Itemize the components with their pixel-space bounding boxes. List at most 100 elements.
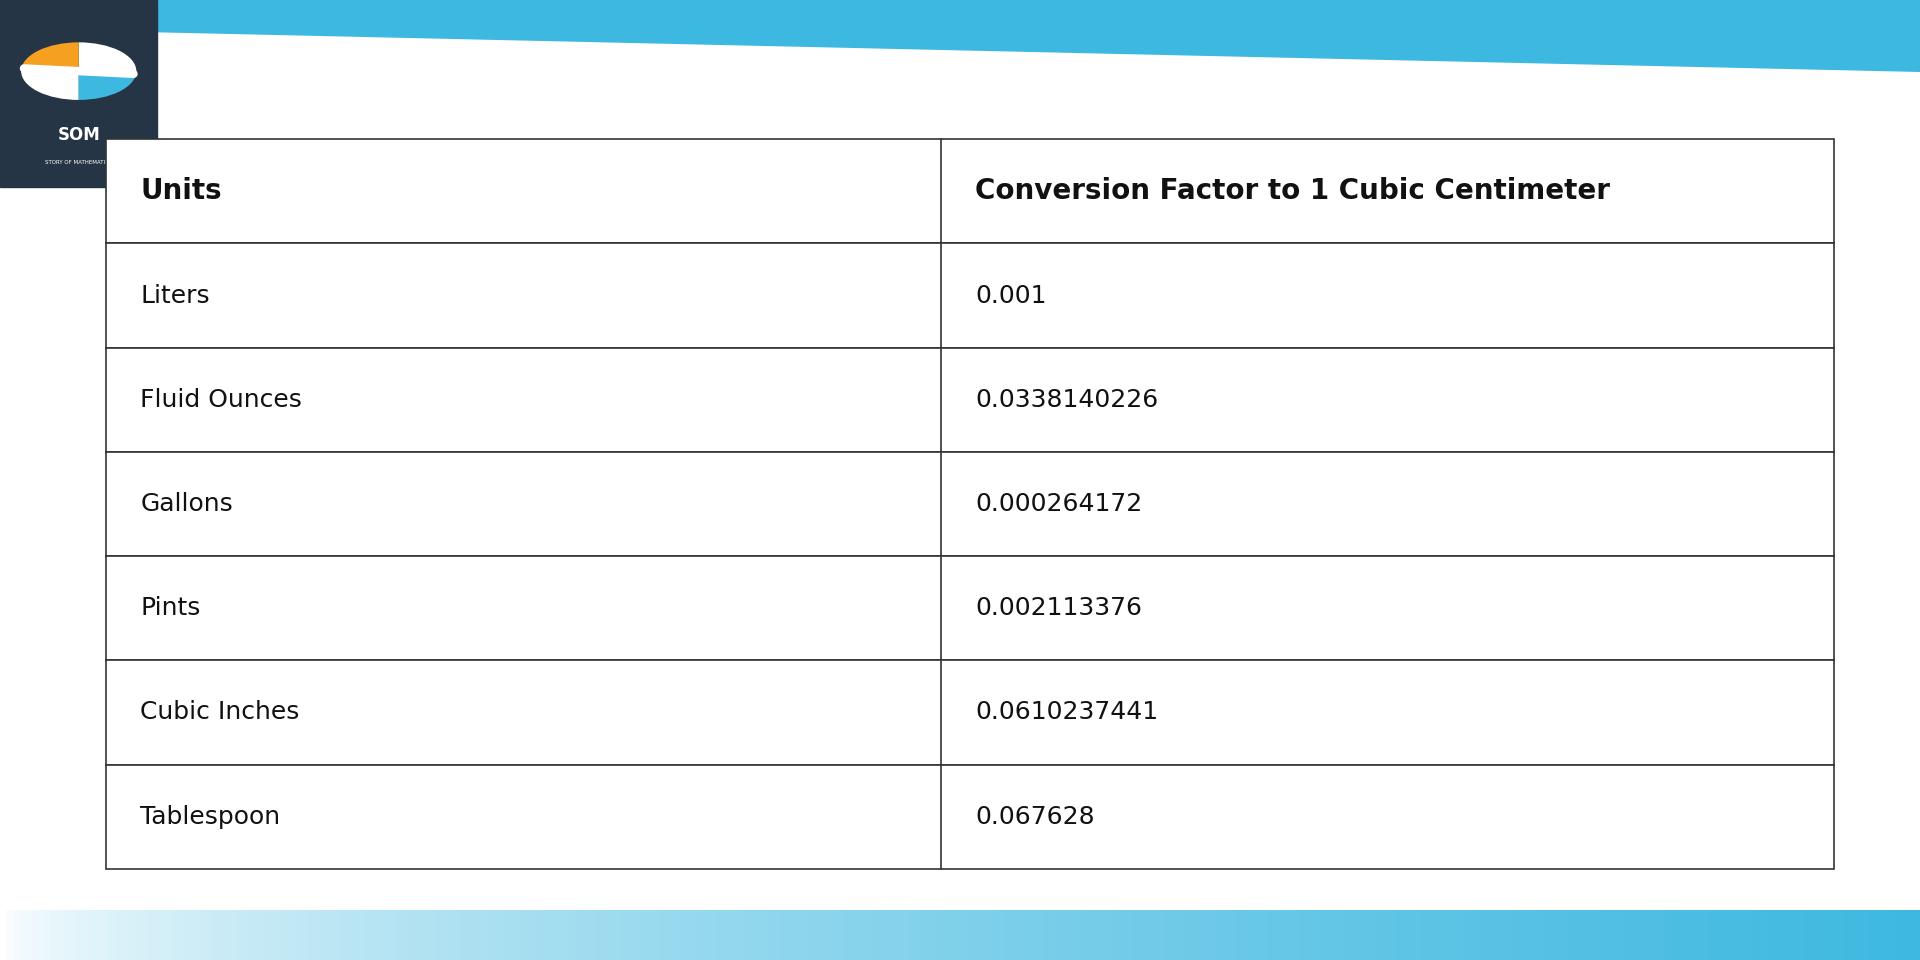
Bar (474, 910, 480, 960)
Bar (1478, 910, 1484, 960)
FancyArrowPatch shape (23, 68, 134, 74)
Bar (883, 910, 889, 960)
Bar (697, 910, 705, 960)
Bar (954, 910, 960, 960)
Bar (1684, 910, 1690, 960)
Bar (1722, 910, 1728, 960)
Bar (1089, 910, 1094, 960)
Bar (979, 910, 985, 960)
Bar (839, 910, 845, 960)
Bar (908, 910, 916, 960)
Bar (436, 910, 442, 960)
Bar (1056, 910, 1062, 960)
Bar (672, 910, 678, 960)
Bar (518, 910, 524, 960)
Bar (326, 910, 332, 960)
Bar (666, 910, 672, 960)
Bar (1254, 910, 1261, 960)
Bar (1119, 910, 1127, 960)
Bar (225, 910, 230, 960)
Bar (1190, 910, 1196, 960)
Bar (716, 910, 724, 960)
Bar (1473, 910, 1478, 960)
Bar (1786, 910, 1791, 960)
Bar (845, 910, 851, 960)
Bar (1580, 910, 1588, 960)
Bar (609, 910, 614, 960)
Bar (1037, 910, 1043, 960)
Bar (916, 910, 922, 960)
Bar (159, 910, 167, 960)
Bar (38, 910, 44, 960)
Bar (1139, 910, 1146, 960)
Bar (1651, 910, 1657, 960)
Bar (1645, 910, 1651, 960)
Bar (1311, 910, 1319, 960)
Bar (275, 910, 282, 960)
Bar (1895, 910, 1901, 960)
Bar (417, 910, 422, 960)
Bar (1050, 910, 1056, 960)
Bar (1882, 910, 1887, 960)
Bar (774, 910, 781, 960)
Bar (532, 910, 538, 960)
Bar (685, 910, 691, 960)
Bar (858, 910, 864, 960)
Bar (639, 910, 647, 960)
Bar (1377, 910, 1382, 960)
Bar (90, 910, 96, 960)
Bar (1709, 910, 1715, 960)
Bar (129, 910, 134, 960)
Bar (1369, 910, 1377, 960)
Bar (106, 244, 1834, 348)
Text: Cubic Inches: Cubic Inches (140, 701, 300, 725)
Bar (1569, 910, 1574, 960)
Bar (1196, 910, 1204, 960)
Bar (628, 910, 634, 960)
Bar (1440, 910, 1446, 960)
Text: Pints: Pints (140, 596, 200, 620)
Bar (1695, 910, 1703, 960)
Bar (1772, 910, 1780, 960)
Bar (724, 910, 730, 960)
Text: STORY OF MATHEMATICS: STORY OF MATHEMATICS (44, 160, 113, 165)
Bar (985, 910, 993, 960)
Bar (1484, 910, 1492, 960)
Bar (620, 910, 628, 960)
Bar (902, 910, 908, 960)
Bar (1223, 910, 1229, 960)
Bar (288, 910, 294, 960)
Bar (998, 910, 1004, 960)
Bar (1734, 910, 1741, 960)
Bar (313, 910, 321, 960)
Bar (1715, 910, 1722, 960)
Bar (1286, 910, 1292, 960)
Bar (826, 910, 831, 960)
Bar (1536, 910, 1542, 960)
Bar (19, 910, 25, 960)
Bar (877, 910, 883, 960)
Bar (1108, 910, 1114, 960)
Bar (1811, 910, 1818, 960)
Bar (1791, 910, 1799, 960)
Bar (1114, 910, 1119, 960)
Bar (870, 910, 877, 960)
Bar (1004, 910, 1012, 960)
Bar (1459, 910, 1465, 960)
Bar (889, 910, 897, 960)
Bar (0, 910, 6, 960)
Bar (1415, 910, 1421, 960)
Bar (106, 660, 1834, 764)
Bar (1434, 910, 1440, 960)
Bar (332, 910, 340, 960)
Bar (44, 910, 52, 960)
Bar (148, 910, 154, 960)
Bar (1607, 910, 1613, 960)
Bar (106, 452, 1834, 556)
Text: Liters: Liters (140, 283, 209, 307)
Bar (897, 910, 902, 960)
Bar (755, 910, 762, 960)
Bar (140, 910, 148, 960)
Bar (1357, 910, 1363, 960)
Bar (563, 910, 570, 960)
